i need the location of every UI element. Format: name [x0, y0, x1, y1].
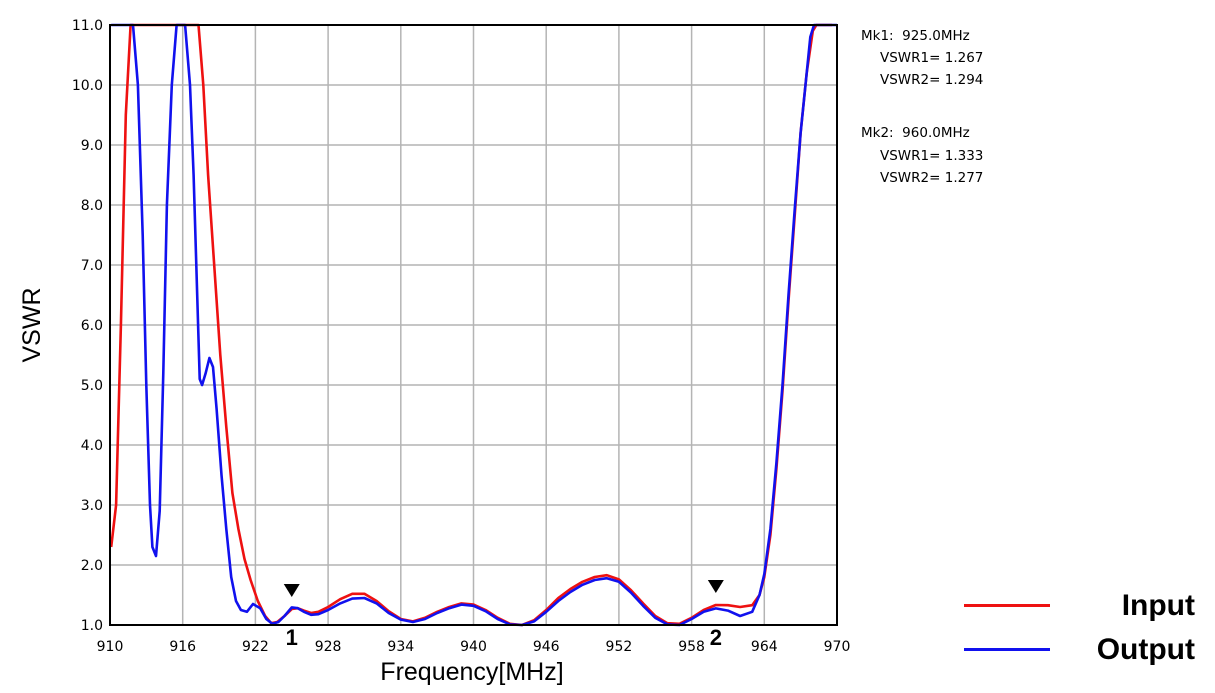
x-tick-label: 970	[824, 639, 851, 655]
y-tick-label: 7.0	[81, 258, 103, 274]
marker-1-label: 1	[286, 625, 298, 650]
series-lines	[109, 23, 837, 627]
y-tick-label: 9.0	[81, 138, 103, 154]
mk1-vswr1: VSWR1= 1.267	[880, 50, 984, 66]
legend-input-swatch	[964, 604, 1050, 607]
y-axis-title: VSWR	[18, 288, 46, 363]
legend-output: Output	[960, 629, 1195, 669]
marker-2-label: 2	[710, 625, 722, 650]
marker-1-triangle	[283, 583, 300, 597]
y-tick-label: 11.0	[72, 18, 103, 34]
mk2-vswr1: VSWR1= 1.333	[880, 148, 984, 164]
x-tick-label: 946	[533, 639, 560, 655]
mk1-title: Mk1: 925.0MHz	[861, 28, 970, 44]
y-tick-label: 5.0	[81, 378, 103, 394]
mk2-vswr2: VSWR2= 1.277	[880, 170, 984, 186]
x-tick-label: 934	[387, 639, 414, 655]
marker-2-triangle	[707, 580, 724, 594]
x-tick-label: 958	[678, 639, 705, 655]
x-tick-label: 916	[169, 639, 196, 655]
x-tick-label: 910	[97, 639, 124, 655]
y-tick-label: 2.0	[81, 558, 103, 574]
x-tick-label: 928	[315, 639, 342, 655]
mk1-vswr2: VSWR2= 1.294	[880, 72, 984, 88]
legend-output-swatch	[964, 648, 1050, 651]
x-tick-label: 940	[460, 639, 487, 655]
x-tick-label: 964	[751, 639, 778, 655]
x-tick-labels: 910 916 922 928 934 940 946 952 958 964 970	[97, 639, 851, 655]
y-tick-label: 6.0	[81, 318, 103, 334]
y-tick-label: 4.0	[81, 438, 103, 454]
x-tick-label: 952	[606, 639, 633, 655]
x-axis-title: Frequency[MHz]	[380, 658, 563, 686]
y-tick-labels: 1.0 2.0 3.0 4.0 5.0 6.0 7.0 8.0 9.0 10.0 11.0	[72, 18, 103, 634]
y-tick-label: 10.0	[72, 78, 103, 94]
y-tick-label: 8.0	[81, 198, 103, 214]
y-tick-label: 3.0	[81, 498, 103, 514]
y-tick-label: 1.0	[81, 618, 103, 634]
series-line-output	[111, 23, 837, 627]
legend-input-label: Input	[1121, 589, 1195, 622]
x-tick-label: 922	[242, 639, 269, 655]
legend-input: Input	[960, 585, 1195, 625]
plot-frame	[109, 24, 838, 626]
mk2-title: Mk2: 960.0MHz	[861, 125, 970, 141]
legend-output-label: Output	[1096, 633, 1195, 666]
